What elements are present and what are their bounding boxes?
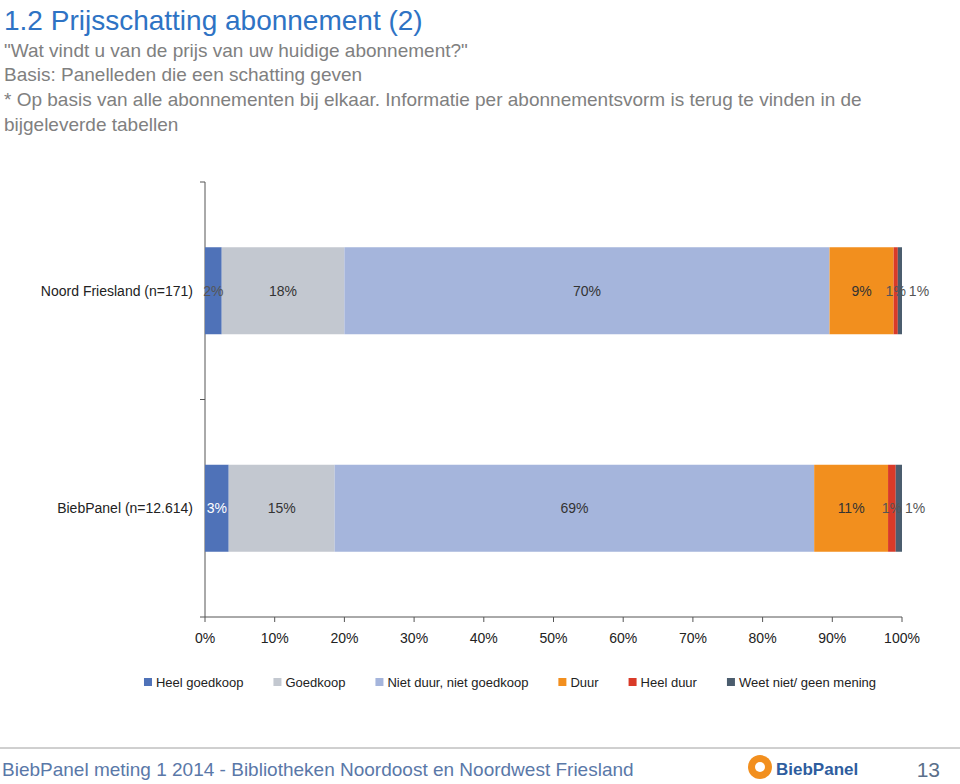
legend-label: Niet duur, niet goedkoop	[387, 675, 528, 690]
tick	[692, 617, 693, 622]
bar-segment	[830, 247, 894, 334]
legend-label: Weet niet/ geen mening	[739, 675, 876, 690]
category-separator	[200, 182, 205, 183]
page-number: 13	[917, 758, 940, 781]
tick	[762, 617, 763, 622]
tick	[205, 617, 206, 622]
legend-label: Goedkoop	[285, 675, 345, 690]
tick	[414, 617, 415, 622]
tick-label: 60%	[609, 630, 637, 646]
tick-label: 30%	[400, 630, 428, 646]
data-label: 9%	[851, 283, 871, 299]
bar-segment	[814, 465, 888, 552]
bar-segment	[335, 465, 815, 552]
tick	[483, 617, 484, 622]
tick	[553, 617, 554, 622]
tick	[344, 617, 345, 622]
tick-label: 70%	[679, 630, 707, 646]
data-label: 15%	[268, 500, 296, 516]
data-label: 11%	[838, 500, 865, 516]
tick-label: 40%	[470, 630, 498, 646]
data-label: 1%	[886, 283, 906, 299]
category-separator	[200, 399, 205, 400]
data-label: 69%	[560, 500, 588, 516]
legend-swatch	[558, 678, 566, 686]
legend-swatch	[273, 678, 281, 686]
data-label: 1%	[905, 500, 925, 516]
legend-swatch	[629, 678, 637, 686]
legend-label: Heel duur	[641, 675, 698, 690]
tick	[274, 617, 275, 622]
data-label: 70%	[573, 283, 601, 299]
category-separator	[200, 617, 205, 618]
legend-swatch	[144, 678, 152, 686]
footer-text: BiebPanel meting 1 2014 - Bibliotheken N…	[2, 759, 634, 780]
tick-label: 50%	[539, 630, 567, 646]
logo-mark	[755, 762, 765, 772]
tick-label: 90%	[818, 630, 846, 646]
tick-label: 100%	[884, 630, 920, 646]
bar-segment	[205, 465, 229, 552]
bar-segment	[222, 247, 345, 334]
bar-segment	[229, 465, 335, 552]
category-label: BiebPanel (n=12.614)	[57, 500, 193, 516]
bars	[205, 247, 902, 552]
category-label: Noord Friesland (n=171)	[41, 283, 193, 299]
legend: Heel goedkoop Goedkoop Niet duur, niet goe…	[144, 675, 876, 690]
logo-mark	[748, 755, 772, 779]
data-label: 1%	[882, 500, 902, 516]
data-label: 2%	[203, 283, 223, 299]
footer-rule	[0, 748, 960, 749]
tick	[832, 617, 833, 622]
tick	[623, 617, 624, 622]
data-label: 3%	[207, 500, 227, 516]
tick-label: 10%	[261, 630, 289, 646]
page: 1.2 Prijsschatting abonnement (2) "Wat vi…	[0, 0, 960, 784]
data-labels: 2%18%70%9%1%1%3%15%69%11%1%1%	[203, 283, 929, 517]
logo-text: BiebPanel	[776, 760, 858, 779]
data-label: 1%	[909, 283, 929, 299]
bar-segment	[344, 247, 829, 334]
legend-label: Heel goedkoop	[156, 675, 243, 690]
legend-swatch	[727, 678, 735, 686]
subtitle: Basis: Panelleden die een schatting geve…	[4, 64, 362, 85]
title: 1.2 Prijsschatting abonnement (2)	[4, 5, 423, 36]
tick	[902, 617, 903, 622]
tick-label: 20%	[330, 630, 358, 646]
data-label: 18%	[269, 283, 297, 299]
subtitle: bijgeleverde tabellen	[4, 114, 178, 135]
subtitle: * Op basis van alle abonnementen bij elk…	[4, 89, 862, 110]
legend-label: Duur	[570, 675, 599, 690]
legend-swatch	[375, 678, 383, 686]
tick-label: 0%	[195, 630, 215, 646]
subtitle: "Wat vindt u van de prijs van uw huidige…	[4, 40, 468, 61]
tick-label: 80%	[749, 630, 777, 646]
